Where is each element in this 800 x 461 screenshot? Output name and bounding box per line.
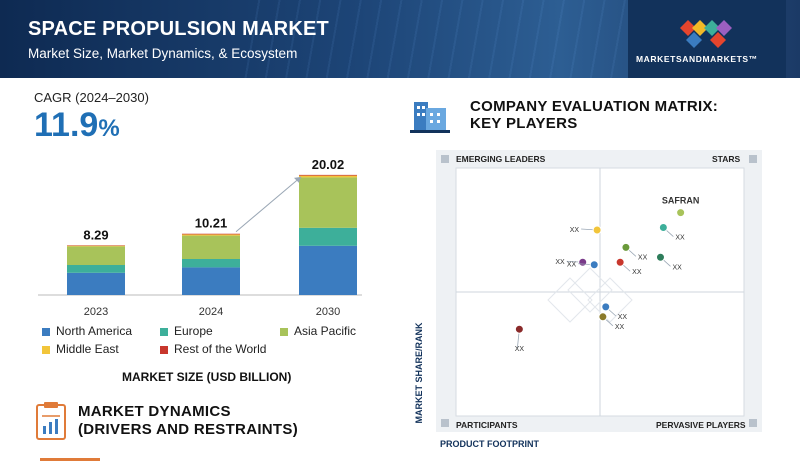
bar-segment-europe [182,259,240,268]
quadrant-label-pervasive-players: PERVASIVE PLAYERS [656,420,746,430]
bar-segment-rest-of-the-world [182,233,240,235]
legend-swatch [42,345,50,354]
bar-segment-europe [299,227,357,246]
quadrant-label-stars: STARS [712,154,741,164]
logo-area [628,0,786,78]
legend-label: Europe [174,324,213,338]
cagr-label: CAGR (2024–2030) [34,90,149,105]
bar-segment-asia-pacific [182,235,240,259]
bar-segment-rest-of-the-world [299,174,357,176]
company-label: XX [515,346,525,353]
legend-label: Middle East [56,342,119,356]
bar-total-label: 20.02 [312,157,345,172]
legend-swatch [160,327,168,336]
company-point [514,324,524,334]
background-diamond [587,277,633,323]
company-point [601,302,611,312]
participants-icon [441,419,449,427]
bar-segment-asia-pacific [67,246,125,265]
legend-label: North America [56,324,133,338]
legend-item-rest-of-world: Rest of the World [160,342,266,356]
company-label: XX [570,227,580,234]
legend-swatch [160,345,168,354]
market-size-bar-chart: 8.29 2023 10.21 2024 20.02 2030 [38,157,362,318]
cagr-unit: % [98,115,120,142]
legend-item-asia-pacific: Asia Pacific [280,324,356,338]
market-size-label: MARKET SIZE (USD BILLION) [122,370,292,384]
dynamics-title-line2: (DRIVERS AND RESTRAINTS) [78,421,298,438]
company-point [578,257,588,267]
background-diamond [547,277,593,323]
page-subtitle: Market Size, Market Dynamics, & Ecosyste… [28,46,298,61]
bar-segment-north-america [67,272,125,295]
buildings-icon [410,102,450,133]
quadrant-label-emerging-leaders: EMERGING LEADERS [456,154,546,164]
company-point [655,252,665,262]
dynamics-title-line1: MARKET DYNAMICS [78,403,231,420]
company-label: XX [555,259,565,266]
company-point [658,223,668,233]
bar-segment-north-america [299,245,357,295]
matrix-title-line2: KEY PLAYERS [470,115,578,132]
legend-label: Asia Pacific [294,324,357,338]
bar-segment-north-america [182,267,240,295]
matrix-title-line1: COMPANY EVALUATION MATRIX: [470,98,719,115]
bar-segment-asia-pacific [299,177,357,228]
cagr-value: 11.9% [34,106,120,145]
quadrant-label-participants: PARTICIPANTS [456,420,518,430]
company-label: XX [567,262,577,269]
market-dynamics-title: MARKET DYNAMICS (DRIVERS AND RESTRAINTS) [78,403,298,439]
company-label: XX [615,324,625,331]
bar-total-label: 8.29 [83,227,108,242]
legend-item-north-america: North America [42,324,132,338]
company-label: XX [618,314,628,321]
x-axis-label: PRODUCT FOOTPRINT [440,439,539,449]
section-divider [40,458,100,461]
company-point [615,257,625,267]
header-decoration [240,0,660,78]
page-title: SPACE PROPULSION MARKET [28,18,329,40]
legend-label: Rest of the World [174,342,267,356]
company-label: SAFRAN [662,196,700,206]
company-point [592,225,602,235]
x-tick-label: 2023 [84,306,108,318]
company-point [676,208,686,218]
growth-arrow [235,176,302,233]
logo-icon [680,20,732,48]
company-label: XX [638,254,648,261]
y-axis-label: MARKET SHARE/RANK [414,322,424,424]
company-label: XX [675,235,685,242]
stars-icon [749,155,757,163]
legend-swatch [280,327,288,336]
company-label: XX [632,269,642,276]
bar-segment-middle-east [67,245,125,247]
emerging-leaders-icon [441,155,449,163]
logo-text: MARKETSANDMARKETS™ [636,54,758,64]
clipboard-icon [36,402,66,440]
bar-segment-europe [67,265,125,273]
company-label: XX [672,264,682,271]
company-point [621,242,631,252]
matrix-title: COMPANY EVALUATION MATRIX: KEY PLAYERS [470,98,718,132]
x-tick-label: 2030 [316,306,340,318]
growth-arrow-head [294,176,301,183]
bar-segment-middle-east [299,175,357,178]
cagr-number: 11.9 [34,106,99,144]
company-point [598,312,608,322]
pervasive-players-icon [749,419,757,427]
legend-item-europe: Europe [160,324,213,338]
legend-swatch [42,327,50,336]
bar-total-label: 10.21 [195,216,228,231]
bar-segment-middle-east [182,234,240,236]
legend-item-middle-east: Middle East [42,342,119,356]
x-tick-label: 2024 [199,306,223,318]
company-point [589,260,599,270]
